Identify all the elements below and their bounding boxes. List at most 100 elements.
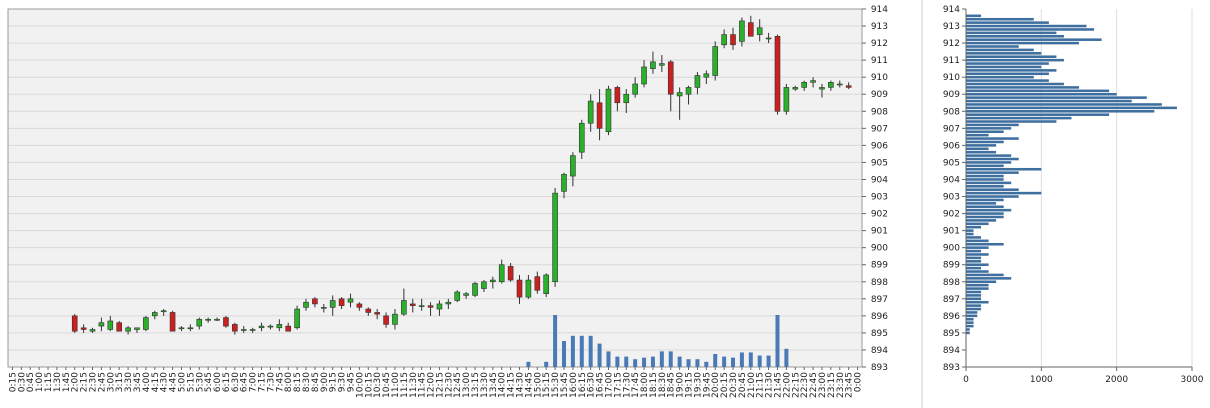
profile-bar: [966, 65, 1042, 69]
time-x-tick-label: 21:15: [756, 372, 766, 398]
profile-y-axis: 893 894 895 896 897 898 899 900 901 902 903 904 905 9…: [943, 5, 967, 373]
profile-bar: [966, 229, 974, 232]
time-x-tick-label: 9:00: [320, 372, 330, 392]
profile-bar: [966, 263, 989, 266]
candle-body: [107, 320, 114, 330]
candle-body: [552, 192, 558, 283]
price-y-tick-label: 897: [871, 295, 888, 305]
price-y-tick-label: 903: [871, 193, 888, 203]
candle-body: [587, 100, 594, 124]
candle-body: [463, 293, 469, 296]
candle-body: [721, 34, 727, 46]
profile-bar: [966, 55, 1057, 59]
profile-bar: [966, 307, 982, 311]
candle-body: [249, 329, 256, 331]
candle-body: [819, 87, 825, 90]
time-x-tick-label: 1:15: [44, 372, 54, 392]
candle-body: [214, 318, 220, 321]
candle-body: [223, 317, 229, 327]
price-y-tick-label: 896: [871, 312, 888, 322]
time-x-tick-label: 23:45: [845, 372, 855, 398]
time-x-tick-label: 14:30: [516, 372, 526, 398]
profile-bar: [966, 161, 1012, 164]
profile-bar: [966, 137, 1019, 140]
profile-bar: [966, 260, 982, 263]
profile-bar: [966, 123, 1019, 127]
time-x-tick-label: 19:00: [676, 372, 686, 398]
time-x-tick-label: 6:30: [231, 372, 241, 392]
candle-body: [169, 312, 176, 332]
profile-bar: [966, 331, 970, 335]
time-x-tick-label: 1:00: [35, 372, 45, 392]
profile-y-tick-label: 910: [943, 73, 960, 83]
candle-body: [765, 37, 772, 40]
profile-y-tick-label: 895: [943, 329, 960, 339]
candle-body: [347, 298, 354, 303]
profile-bar: [966, 17, 1034, 21]
time-x-tick-label: 0:45: [26, 372, 36, 392]
price-chart: 893 894 895 896 897 898 899 900 901 902 903 904 905 9…: [7, 5, 888, 398]
profile-y-tick-label: 899: [943, 261, 960, 271]
price-y-tick-label: 895: [871, 329, 888, 339]
profile-bar: [966, 208, 1012, 212]
candle-body: [703, 73, 710, 78]
time-x-tick-label: 4:45: [169, 372, 179, 392]
time-x-tick-label: 19:30: [693, 372, 703, 398]
profile-bar: [966, 242, 1004, 246]
volume-bar: [677, 356, 682, 367]
candle-body: [258, 325, 265, 329]
time-x-tick-label: 23:00: [818, 372, 828, 398]
profile-bar: [966, 222, 989, 226]
volume-profile-chart: 893 894 895 896 897 898 899 900 901 902 903 904 905 9…: [943, 5, 1204, 385]
time-x-tick-label: 22:30: [800, 372, 810, 398]
candle-body: [196, 318, 203, 327]
profile-y-tick-label: 893: [943, 363, 960, 373]
profile-bar: [966, 314, 978, 318]
candle-body: [143, 317, 149, 330]
profile-bar: [966, 185, 1004, 188]
candle-body: [748, 22, 754, 37]
candle-body: [151, 312, 158, 317]
candle-body: [730, 34, 736, 46]
profile-bar: [966, 181, 1012, 185]
volume-bar: [633, 359, 638, 367]
time-x-tick-label: 17:30: [622, 372, 632, 398]
profile-bar: [966, 21, 1049, 24]
volume-bar: [615, 356, 620, 367]
candle-body: [525, 279, 532, 298]
profile-bar: [966, 317, 974, 321]
profile-x-tick-label: 1000: [1030, 375, 1053, 385]
time-x-tick-label: 2:30: [89, 372, 99, 392]
time-x-tick-label: 9:30: [338, 372, 348, 392]
candle-body: [240, 329, 247, 331]
time-x-tick-label: 23:30: [836, 372, 846, 398]
time-x-tick-label: 12:00: [427, 372, 437, 398]
candle-body: [392, 313, 398, 325]
profile-bar: [966, 38, 1102, 41]
time-x-tick-label: 16:30: [587, 372, 597, 398]
time-x-tick-label: 19:15: [685, 372, 695, 398]
time-x-tick-label: 1:45: [62, 372, 72, 392]
profile-bar: [966, 34, 1064, 38]
profile-bar: [966, 256, 982, 260]
candle-body: [383, 315, 389, 325]
candle-body: [303, 301, 309, 308]
profile-bar: [966, 133, 989, 137]
price-y-tick-label: 910: [871, 73, 888, 83]
profile-y-tick-label: 901: [943, 227, 960, 237]
volume-bar: [579, 335, 584, 367]
price-y-tick-label: 904: [871, 175, 888, 185]
time-x-tick-label: 18:45: [667, 372, 677, 398]
time-x-tick-label: 11:45: [418, 372, 428, 398]
time-x-axis: 0:150:300:451:001:151:301:452:002:152:30…: [8, 367, 864, 398]
time-x-tick-label: 10:00: [355, 372, 365, 398]
candle-body: [792, 87, 799, 90]
time-x-tick-label: 8:00: [284, 372, 294, 392]
time-x-tick-label: 10:45: [382, 372, 392, 398]
time-x-tick-label: 21:45: [773, 372, 783, 398]
profile-bar: [966, 287, 989, 290]
time-x-tick-label: 0:15: [8, 372, 18, 392]
volume-bar: [722, 356, 727, 367]
profile-bar: [966, 28, 1095, 31]
time-x-tick-label: 4:30: [160, 372, 170, 392]
